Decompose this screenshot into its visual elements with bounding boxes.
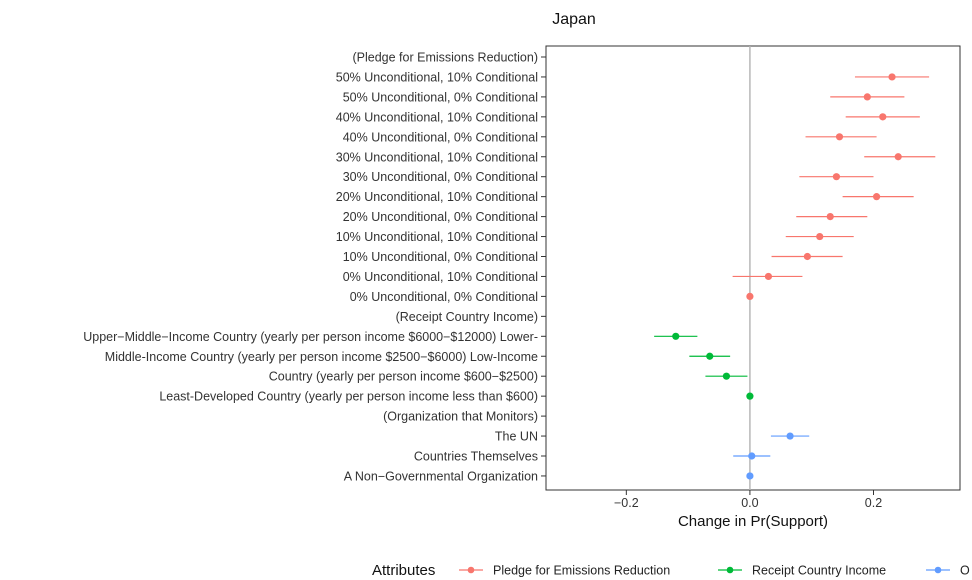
y-tick-label: 30% Unconditional, 0% Conditional (343, 170, 538, 184)
y-tick-label: (Pledge for Emissions Reduction) (353, 51, 539, 65)
y-tick-label: Upper−Middle−Income Country (yearly per … (83, 330, 538, 344)
point-estimate (816, 232, 824, 241)
point-estimate (706, 352, 714, 360)
point-estimate (879, 113, 887, 121)
y-tick-label: 40% Unconditional, 0% Conditional (343, 130, 538, 144)
y-tick-label: Middle-Income Country (yearly per person… (105, 350, 538, 364)
point-estimate (894, 153, 902, 161)
point-estimate (863, 93, 871, 101)
y-tick-label: 10% Unconditional, 0% Conditional (343, 250, 538, 264)
x-axis-title: Change in Pr(Support) (678, 513, 828, 530)
y-axis-labels: (Pledge for Emissions Reduction) 50% Unco… (83, 51, 546, 483)
y-tick-label: The UN (495, 430, 538, 444)
x-tick-label: 0.0 (741, 496, 758, 510)
legend-key-point (467, 566, 475, 574)
y-tick-label: A Non−Governmental Organization (344, 469, 538, 483)
y-tick-label: 50% Unconditional, 10% Conditional (336, 70, 538, 84)
point-estimate (722, 372, 731, 380)
point-estimate (835, 133, 844, 141)
legend-title: Attributes (372, 562, 435, 579)
point-estimate (672, 332, 680, 340)
legend: Attributes Pledge for Emissions Reductio… (372, 562, 970, 579)
y-tick-label: 10% Unconditional, 10% Conditional (336, 230, 538, 244)
plot-border (545, 45, 961, 491)
y-tick-label: 20% Unconditional, 0% Conditional (343, 210, 538, 224)
y-tick-label: 40% Unconditional, 10% Conditional (336, 110, 538, 124)
legend-label: Receipt Country Income (752, 564, 886, 578)
point-estimate (786, 432, 794, 440)
point-estimate (826, 213, 834, 221)
legend-label: Pledge for Emissions Reduction (493, 564, 670, 578)
plot-area (545, 45, 961, 491)
y-tick-label: 30% Unconditional, 10% Conditional (336, 150, 538, 164)
point-estimate (803, 252, 811, 261)
x-tick-label: 0.2 (865, 496, 882, 510)
y-tick-label: (Organization that Monitors) (383, 410, 538, 424)
data-marks (654, 46, 936, 490)
point-estimate (872, 193, 881, 201)
y-tick-label: Country (yearly per person income $600−$… (269, 370, 538, 384)
y-tick-label: 20% Unconditional, 10% Conditional (336, 190, 538, 204)
y-tick-label: (Receipt Country Income) (396, 310, 538, 324)
y-tick-label: Countries Themselves (414, 450, 538, 464)
point-estimate (746, 292, 754, 300)
y-tick-label: 50% Unconditional, 0% Conditional (343, 90, 538, 104)
point-estimate (832, 173, 841, 181)
legend-key-point (726, 566, 734, 574)
point-estimate (746, 392, 754, 400)
legend-label: O (960, 564, 970, 578)
y-tick-label: Least-Developed Country (yearly per pers… (159, 390, 538, 404)
point-estimate (746, 472, 754, 480)
legend-key-point (934, 566, 942, 574)
point-estimate (748, 452, 756, 460)
chart-title: Japan (552, 11, 596, 28)
y-tick-label: 0% Unconditional, 10% Conditional (343, 270, 538, 284)
y-tick-label: 0% Unconditional, 0% Conditional (350, 290, 538, 304)
point-estimate (888, 73, 896, 81)
x-tick-label: −0.2 (614, 496, 639, 510)
x-axis: −0.2 0.0 0.2 (614, 490, 882, 510)
point-estimate (764, 272, 773, 281)
